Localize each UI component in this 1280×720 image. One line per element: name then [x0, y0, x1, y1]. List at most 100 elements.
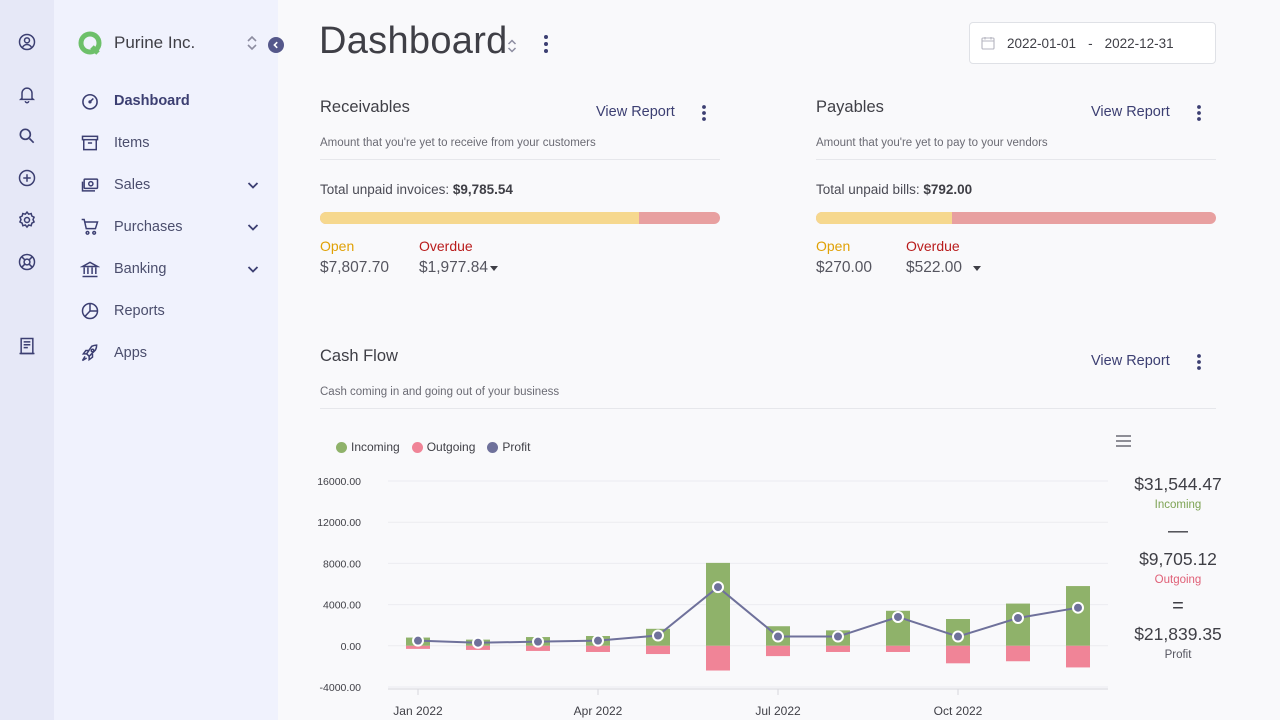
x-tick-label: Oct 2022	[934, 704, 983, 718]
archive-icon	[81, 135, 99, 151]
legend-dot	[411, 441, 423, 453]
company-switcher[interactable]: Purine Inc.	[78, 30, 268, 56]
outgoing-bar	[886, 645, 910, 652]
cashflow-view-report-link[interactable]: View Report	[1091, 353, 1170, 369]
sidebar-item-label: Banking	[114, 261, 167, 277]
legend-label: Incoming	[351, 440, 400, 454]
cart-icon	[81, 218, 99, 235]
equals-sign: =	[1172, 595, 1184, 617]
cashflow-title: Cash Flow	[320, 347, 398, 365]
y-tick-label: 16000.00	[317, 476, 361, 488]
sort-icon[interactable]	[506, 37, 518, 55]
profit-point	[532, 635, 544, 648]
payables-total: Total unpaid bills: $792.00	[816, 182, 972, 197]
sidebar-item-sales[interactable]: Sales	[80, 164, 264, 206]
open-value: $270.00	[816, 259, 873, 276]
kebab-menu-icon[interactable]	[696, 102, 712, 124]
sidebar-item-items[interactable]: Items	[80, 122, 264, 164]
outgoing-total: $9,705.12	[1139, 549, 1217, 569]
sidebar-item-dashboard[interactable]: Dashboard	[80, 80, 264, 122]
receivables-card: Receivables View Report Amount that you'…	[320, 98, 720, 288]
date-to: 2022-12-31	[1104, 35, 1174, 51]
payables-card: Payables View Report Amount that you're …	[816, 98, 1216, 288]
user-circle-icon[interactable]	[15, 30, 39, 54]
receivables-view-report-link[interactable]: View Report	[596, 104, 675, 120]
sidebar-item-purchases[interactable]: Purchases	[80, 206, 264, 248]
kebab-menu-icon[interactable]	[1191, 102, 1207, 124]
date-separator: -	[1088, 35, 1093, 51]
bell-icon[interactable]	[15, 82, 39, 106]
profit-label: Profit	[1164, 649, 1192, 661]
profit-point	[592, 634, 604, 647]
company-name: Purine Inc.	[114, 33, 196, 52]
chevron-down-icon[interactable]	[246, 262, 260, 276]
profit-point	[1072, 601, 1084, 614]
outgoing-bar	[646, 645, 670, 655]
page-title: Dashboard	[319, 20, 508, 62]
date-range-picker[interactable]: 2022-01-01 - 2022-12-31	[969, 22, 1216, 64]
payables-view-report-link[interactable]: View Report	[1091, 104, 1170, 120]
overdue-value: $1,977.84	[419, 259, 488, 276]
chevron-down-icon[interactable]	[246, 220, 260, 234]
chart-menu-icon[interactable]	[1115, 434, 1132, 448]
receivables-title: Receivables	[320, 98, 410, 116]
chevron-down-icon[interactable]	[246, 178, 260, 192]
profit-point	[472, 636, 484, 649]
minus-sign: —	[1168, 520, 1188, 542]
sidebar-item-reports[interactable]: Reports	[80, 290, 264, 332]
collapse-sidebar-button[interactable]	[268, 37, 284, 53]
incoming-bar	[1006, 603, 1030, 646]
caret-down-icon[interactable]	[973, 266, 981, 271]
divider	[320, 159, 720, 160]
pie-chart-icon	[81, 302, 99, 320]
legend-dot	[487, 441, 499, 453]
receipt-icon[interactable]	[15, 334, 39, 358]
overdue-value: $522.00	[906, 259, 963, 276]
sidebar-item-label: Dashboard	[114, 93, 190, 109]
payables-progress-bar	[816, 212, 1216, 224]
receivables-progress-bar	[320, 212, 720, 224]
outgoing-bar	[526, 645, 550, 651]
cashflow-summary: $31,544.47 Incoming — $9,705.12 Outgoing…	[1118, 474, 1238, 661]
sidebar-item-label: Purchases	[114, 219, 183, 235]
sort-icon[interactable]	[245, 34, 259, 52]
open-fill	[816, 212, 953, 224]
gauge-icon	[82, 93, 98, 110]
search-icon[interactable]	[15, 124, 39, 148]
overdue-label: Overdue	[906, 238, 960, 254]
sidebar-item-banking[interactable]: Banking	[80, 248, 264, 290]
payables-description: Amount that you're yet to pay to your ve…	[816, 137, 1048, 149]
total-label: Total unpaid bills:	[816, 182, 920, 197]
company-logo	[78, 31, 102, 55]
cashflow-header: Cash Flow View Report Cash coming in and…	[320, 347, 1216, 411]
incoming-bar	[706, 562, 730, 646]
legend-item-profit[interactable]: Profit	[487, 440, 530, 454]
legend-item-incoming[interactable]: Incoming	[336, 440, 400, 454]
sidebar-item-apps[interactable]: Apps	[80, 332, 264, 374]
x-tick-label: Apr 2022	[574, 704, 623, 718]
kebab-menu-icon[interactable]	[1191, 351, 1207, 373]
legend-item-outgoing[interactable]: Outgoing	[411, 440, 475, 454]
open-label: Open	[320, 238, 355, 254]
calendar-icon	[981, 37, 995, 50]
outgoing-bar	[706, 645, 730, 671]
lifebuoy-icon[interactable]	[15, 250, 39, 274]
plus-circle-icon[interactable]	[15, 166, 39, 190]
sidebar-item-label: Sales	[114, 177, 151, 193]
open-value: $7,807.70	[320, 259, 389, 276]
kebab-menu-icon[interactable]	[536, 33, 556, 55]
gear-icon[interactable]	[15, 208, 39, 232]
caret-down-icon[interactable]	[490, 266, 498, 271]
icon-rail	[0, 0, 54, 720]
bank-icon	[80, 261, 100, 278]
profit-point	[1012, 611, 1024, 624]
outgoing-bar	[826, 645, 850, 652]
y-tick-label: 0.00	[341, 641, 362, 653]
y-tick-label: 4000.00	[323, 600, 361, 612]
outgoing-bar	[1006, 645, 1030, 662]
profit-point	[712, 581, 724, 594]
outgoing-bar	[766, 645, 790, 657]
chevron-left-icon	[273, 41, 278, 49]
profit-point	[832, 630, 844, 643]
profit-point	[772, 630, 784, 643]
